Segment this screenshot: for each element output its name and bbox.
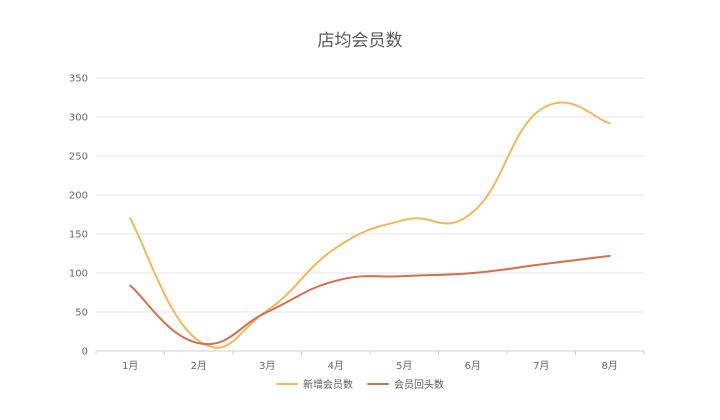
x-tick-label: 2月 — [191, 360, 207, 372]
x-tick-label: 4月 — [328, 360, 344, 372]
legend-item-series-1: 新增会员数 — [276, 376, 353, 391]
legend-label-series-2: 会员回头数 — [394, 380, 444, 391]
y-tick-label: 0 — [82, 347, 88, 358]
y-tick-label: 300 — [69, 113, 88, 124]
legend: 新增会员数 会员回头数 — [0, 376, 720, 391]
legend-label-series-1: 新增会员数 — [303, 380, 353, 391]
y-tick-label: 200 — [69, 191, 88, 202]
x-tick-label: 6月 — [465, 360, 481, 372]
y-tick-label: 250 — [69, 152, 88, 163]
series-line-2 — [129, 254, 611, 346]
x-tick-label: 5月 — [396, 360, 412, 372]
x-tick-label: 3月 — [259, 360, 275, 372]
y-tick-label: 150 — [69, 230, 88, 241]
x-tick-label: 8月 — [602, 360, 618, 372]
chart-title: 店均会员数 — [317, 31, 403, 51]
x-tick-label: 7月 — [533, 360, 549, 372]
y-tick-label: 100 — [69, 269, 88, 280]
legend-swatch-series-2 — [367, 382, 389, 385]
x-tick-label: 1月 — [122, 360, 138, 372]
legend-swatch-series-1 — [276, 382, 298, 385]
series-line-1 — [129, 101, 611, 349]
y-tick-label: 350 — [69, 74, 88, 85]
y-tick-label: 50 — [75, 308, 88, 319]
legend-item-series-2: 会员回头数 — [367, 376, 444, 391]
